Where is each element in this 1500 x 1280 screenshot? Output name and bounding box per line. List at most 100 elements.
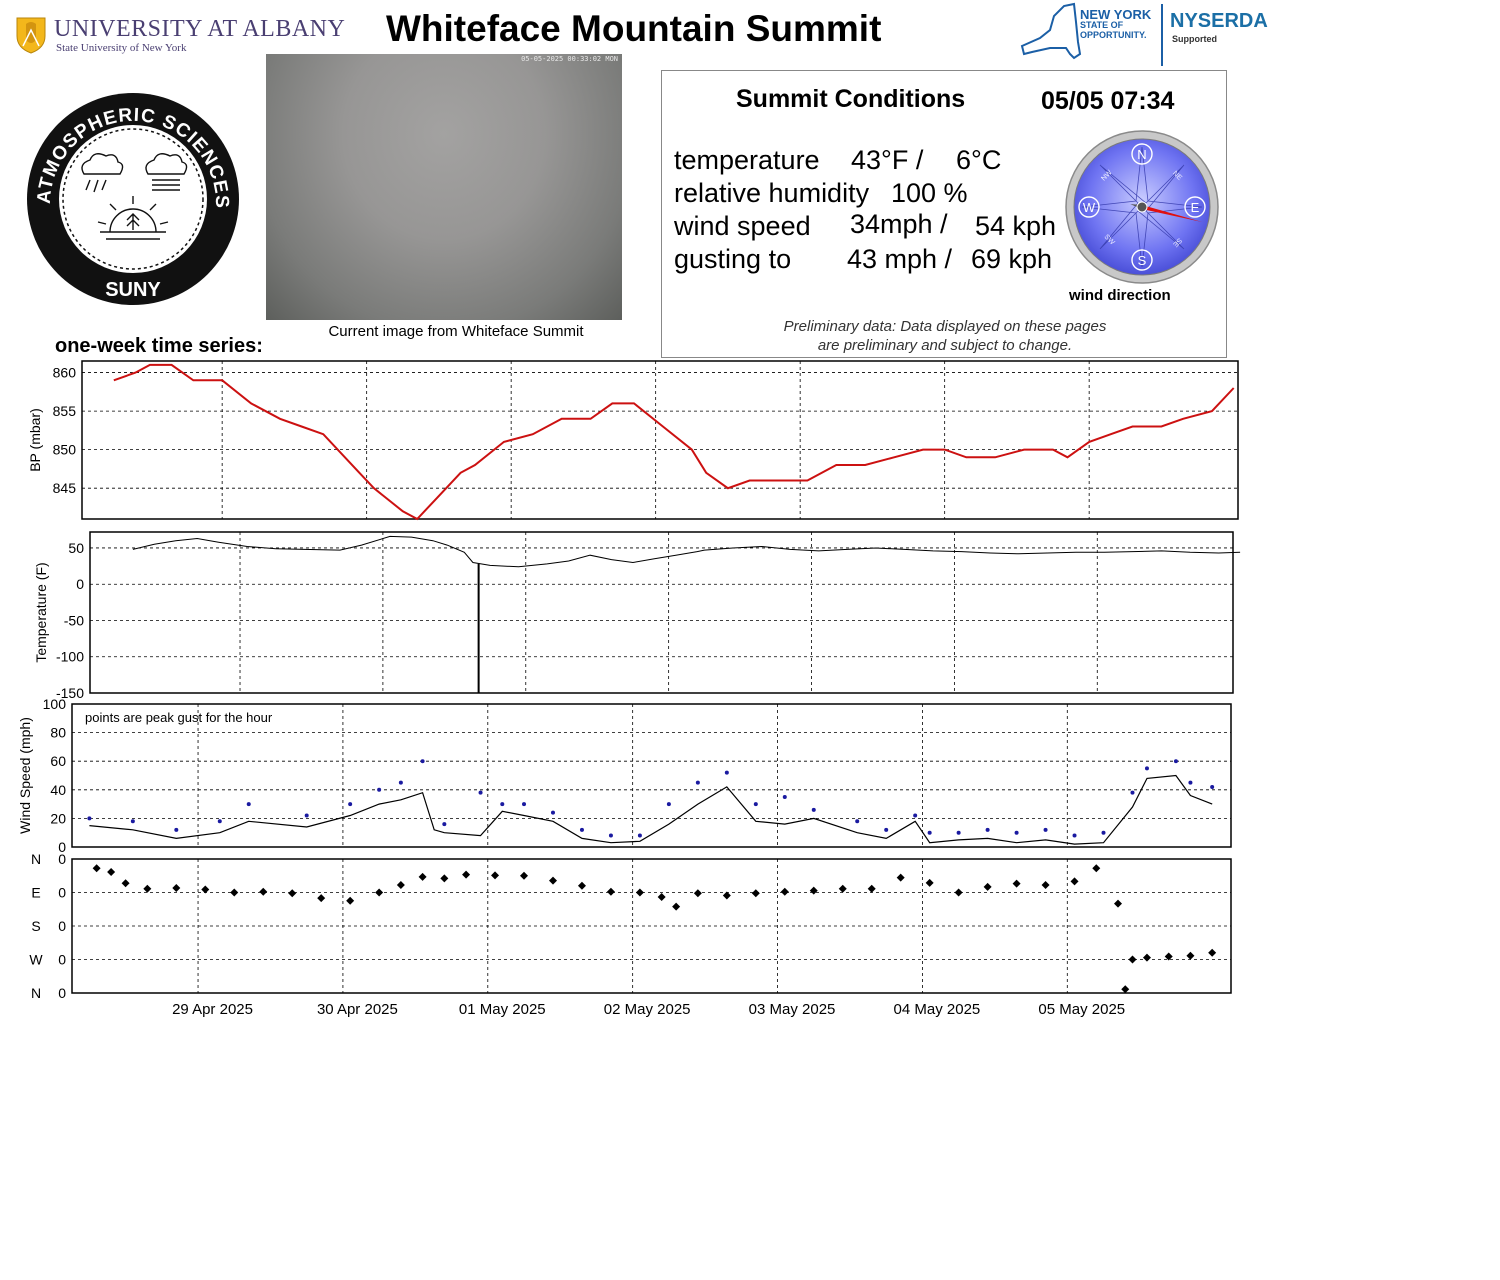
wind-dir-point [491, 871, 500, 880]
gust-point [985, 827, 990, 832]
gust-annotation: points are peak gust for the hour [85, 710, 273, 725]
gust-point [420, 759, 425, 764]
y-axis-label: BP (mbar) [27, 408, 43, 472]
gust-point [1072, 833, 1077, 838]
gust-point [304, 813, 309, 818]
y-tick-label: -50 [64, 612, 84, 628]
wind-dir-point [1041, 881, 1050, 890]
gust-point [1101, 830, 1106, 835]
y-tick-label: 100 [43, 696, 67, 712]
compass-n-label: N [1137, 147, 1146, 162]
date-tick-label: 02 May 2025 [604, 1001, 691, 1018]
gust-point [927, 830, 932, 835]
wind-dir-point [375, 888, 384, 897]
chart-frame [81, 360, 1239, 520]
gust-point [130, 819, 135, 824]
compass-s-label: S [1138, 253, 1147, 268]
wind-speed-kph: 54 kph [975, 211, 1057, 241]
ny-line-3: OPPORTUNITY. [1080, 30, 1147, 40]
wind-dir-point [396, 881, 405, 890]
y-tick-label: 0 [76, 576, 84, 592]
wind-dir-point [809, 886, 818, 895]
wind-speed-series-line [89, 774, 1213, 845]
temperature-c: 6°C [956, 145, 1002, 175]
asrc-seal-logo[interactable]: ATMOSPHERIC SCIENCES RESEARCH CENTER SUN… [26, 92, 240, 306]
gust-label: gusting to [674, 244, 792, 274]
gust-point [500, 802, 505, 807]
gust-point [637, 833, 642, 838]
wind-dir-point [1164, 952, 1173, 961]
wind-dir-point [520, 871, 529, 880]
y-tick-label: 855 [53, 403, 77, 419]
wind-dir-point [1128, 955, 1137, 964]
wind-dir-point [838, 884, 847, 893]
time-series-charts: 845 850 855 860 BP (mbar) -150 -100 -50 0 50 Temp… [17, 360, 1241, 1018]
wind-direction-compass: N E S W NE SE SW NW [1065, 130, 1219, 284]
ny-opportunity-text: NEW YORK STATE OF OPPORTUNITY. [1080, 7, 1152, 40]
y-axis-label: Wind Speed (mph) [17, 717, 33, 834]
wind-dir-point [1208, 948, 1217, 957]
gust-point [884, 827, 889, 832]
wind-dir-point [143, 884, 152, 893]
wind-dir-point [867, 884, 876, 893]
temperature-series-line [132, 535, 1241, 568]
wind-dir-point [606, 887, 615, 896]
wind-dir-point [440, 874, 449, 883]
wind-dir-point [548, 876, 557, 885]
dir-tick-letter: S [31, 918, 40, 934]
ny-line-2: STATE OF [1080, 20, 1124, 30]
nyserda-supported: Supported [1172, 34, 1217, 44]
wind-dir-point [751, 889, 760, 898]
wind-dir-point [693, 889, 702, 898]
humidity-label: relative humidity [674, 178, 870, 208]
wind-dir-point [722, 891, 731, 900]
dir-tick-letter: E [31, 885, 40, 901]
new-york-state-map-icon [1020, 2, 1082, 60]
y-tick-label: -100 [56, 649, 84, 665]
wind-dir-point [418, 872, 427, 881]
gust-point [855, 819, 860, 824]
wind-dir-point [288, 889, 297, 898]
humidity-value: 100 % [891, 178, 968, 208]
university-at-albany-logo[interactable]: UNIVERSITY AT ALBANY State University of… [14, 14, 345, 58]
wind-dir-point [201, 885, 210, 894]
wind-dir-point [635, 888, 644, 897]
time-series-title: one-week time series: [55, 335, 263, 357]
wind-dir-point [983, 882, 992, 891]
ny-line-1: NEW YORK [1080, 7, 1152, 22]
university-subtitle: State University of New York [56, 42, 187, 54]
wind-speed-mph: 34mph / [850, 209, 948, 239]
gust-point [666, 802, 671, 807]
gust-point [377, 787, 382, 792]
gust-point [782, 794, 787, 799]
nyserda-logo[interactable]: NEW YORK STATE OF OPPORTUNITY. NYSERDA S… [1020, 0, 1282, 68]
compass-e-label: E [1191, 200, 1200, 215]
y-tick-label: 860 [53, 365, 77, 381]
dir-tick-letter: N [31, 851, 41, 867]
chart-frame [89, 531, 1234, 694]
wind-dir-point [1012, 879, 1021, 888]
date-axis: 29 Apr 2025 30 Apr 2025 01 May 2025 02 May … [172, 1001, 1125, 1018]
y-tick-label: 20 [50, 810, 66, 826]
y-tick-label: -150 [56, 685, 84, 701]
gust-point [753, 802, 758, 807]
gust-point [1188, 780, 1193, 785]
gust-point [522, 802, 527, 807]
wind-dir-point [1186, 951, 1195, 960]
wind-dir-point [107, 868, 116, 877]
wind-dir-point [92, 864, 101, 873]
compass-se-label: SE [1171, 236, 1183, 248]
rain-cloud-icon [145, 153, 188, 191]
wind-direction-chart: N 0E 0S 0W 0N 0 [29, 851, 1232, 1001]
y-tick-label: 80 [50, 725, 66, 741]
gust-kph: 69 kph [971, 244, 1053, 274]
y-tick-label: 0 [58, 839, 66, 855]
webcam-image[interactable]: 05-05-2025 00:33:02 MON [266, 54, 622, 320]
date-tick-label: 03 May 2025 [749, 1001, 836, 1018]
y-tick-label: 40 [50, 782, 66, 798]
gust-point [1130, 790, 1135, 795]
gust-point [87, 816, 92, 821]
y-tick-label: 845 [53, 480, 77, 496]
minerva-shield-icon [16, 17, 46, 54]
gust-point [478, 790, 483, 795]
